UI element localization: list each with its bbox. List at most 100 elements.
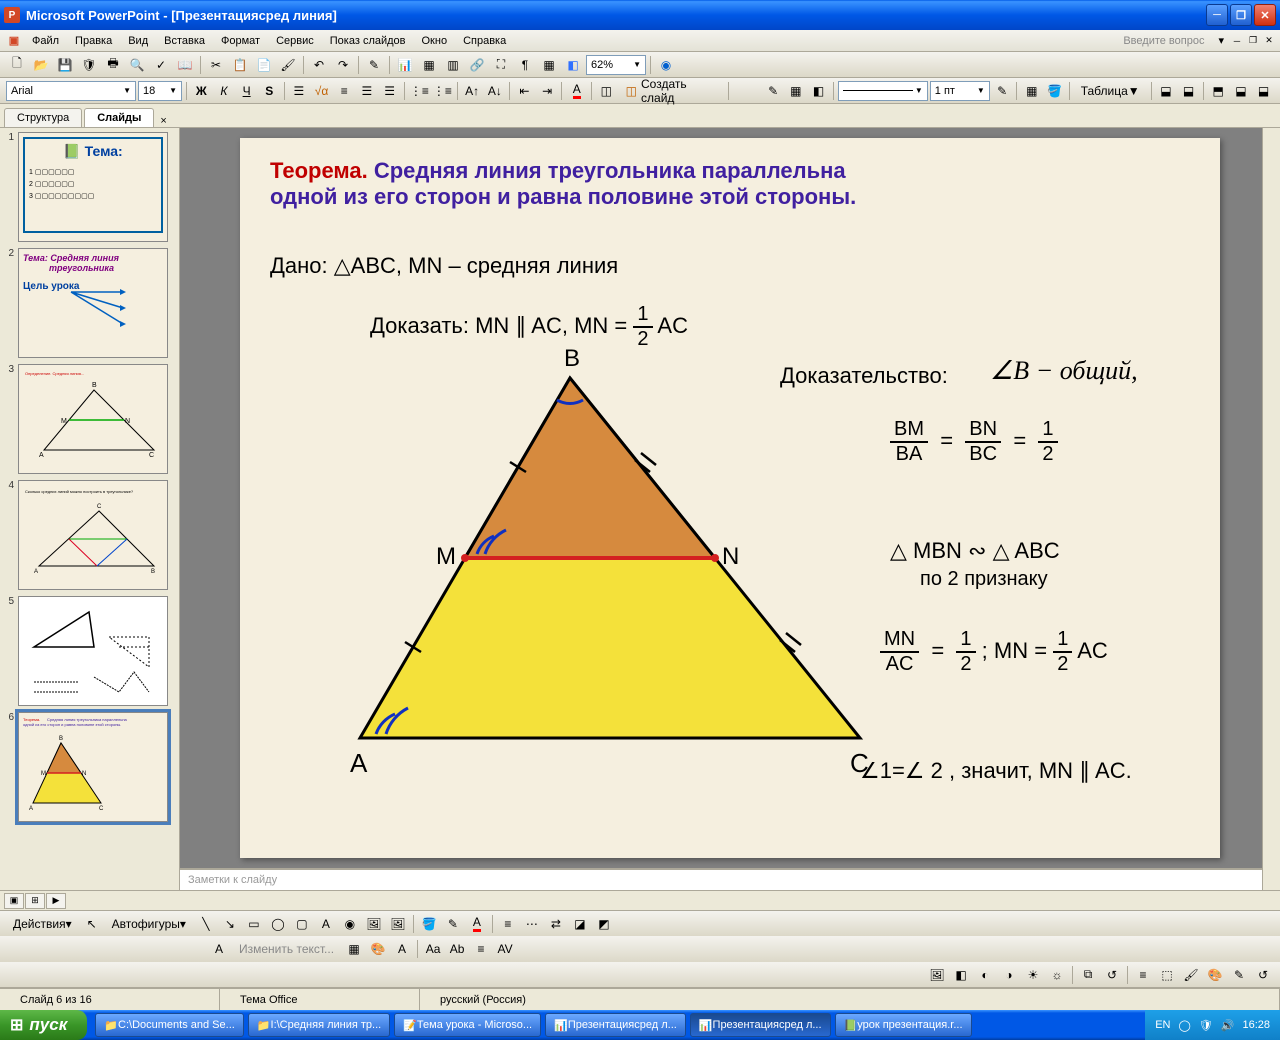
autoshapes-menu[interactable]: Автофигуры ▾	[105, 913, 193, 935]
preview-icon[interactable]: 🔍	[126, 54, 148, 76]
slideshow-view-icon[interactable]: ▶	[46, 893, 66, 909]
notes-pane[interactable]: Заметки к слайду	[180, 868, 1280, 890]
wordart-format-icon[interactable]: 🎨	[367, 938, 389, 960]
show-formatting-icon[interactable]: ¶	[514, 54, 536, 76]
format-picture-icon[interactable]: 🎨	[1204, 964, 1226, 986]
actions-menu[interactable]: Действия ▾	[6, 913, 79, 935]
tray-icon[interactable]: 🛡	[1199, 1019, 1213, 1032]
taskbar-item[interactable]: 📁 I:\Средняя линия тр...	[248, 1013, 390, 1037]
thumbnail-panel[interactable]: 1 📗 Тема: 1 ▢▢▢▢▢▢ 2 ▢▢▢▢▢▢ 3 ▢▢▢▢▢▢▢▢▢ …	[0, 128, 180, 890]
draw-table-icon[interactable]: ▦	[786, 80, 807, 102]
start-button[interactable]: пуск	[0, 1010, 87, 1040]
spell-icon[interactable]: ✓	[150, 54, 172, 76]
ink-icon[interactable]: ✎	[363, 54, 385, 76]
doc-close[interactable]: ✕	[1262, 34, 1276, 48]
current-slide[interactable]: Теорема. Средняя линия треугольника пара…	[240, 138, 1220, 858]
color-mode-icon[interactable]: ◧	[950, 964, 972, 986]
open-icon[interactable]: 📂	[30, 54, 52, 76]
format-painter-icon[interactable]: 🖌	[277, 54, 299, 76]
tables-borders-icon[interactable]: ▥	[442, 54, 464, 76]
arrow-icon[interactable]: ↘	[219, 913, 241, 935]
menu-insert[interactable]: Вставка	[156, 33, 213, 49]
new-icon[interactable]: 🗋	[6, 54, 28, 76]
slide-thumbnail-4[interactable]: Сколько средних линий можно построить в …	[18, 480, 168, 590]
redo-icon[interactable]: ↷	[332, 54, 354, 76]
slide-thumbnail-3[interactable]: Определение. Средняя линия...ACBMN	[18, 364, 168, 474]
taskbar-item[interactable]: 📊 Презентациясред л...	[545, 1013, 686, 1037]
slide-thumbnail-6[interactable]: Теорема.Средняя линия треугольника парал…	[18, 712, 168, 822]
recolor-icon[interactable]: 🖌	[1180, 964, 1202, 986]
border-style-combo[interactable]: ▼	[838, 81, 928, 101]
wordart-shape-icon[interactable]: A	[391, 938, 413, 960]
slide-viewport[interactable]: Теорема. Средняя линия треугольника пара…	[180, 128, 1280, 868]
edit-text-btn[interactable]: Изменить текст...	[232, 938, 341, 960]
slide-thumbnail-5[interactable]	[18, 596, 168, 706]
border-color-icon[interactable]: ✎	[992, 80, 1013, 102]
grid-icon[interactable]: ▦	[538, 54, 560, 76]
align-right-icon[interactable]: ☰	[357, 80, 378, 102]
menu-window[interactable]: Окно	[414, 33, 456, 49]
insert-picture-icon[interactable]: 🖼	[926, 964, 948, 986]
permission-icon[interactable]: 🛡	[78, 54, 100, 76]
menu-tools[interactable]: Сервис	[268, 33, 322, 49]
rotate-left-icon[interactable]: ↺	[1101, 964, 1123, 986]
bullets-icon[interactable]: ⋮≡	[432, 80, 453, 102]
select-icon[interactable]: ↖	[81, 913, 103, 935]
menu-file[interactable]: Файл	[24, 33, 67, 49]
diagram-icon[interactable]: ◉	[339, 913, 361, 935]
decrease-indent-icon[interactable]: ⇤	[514, 80, 535, 102]
rectangle-icon[interactable]: ▭	[243, 913, 265, 935]
system-tray[interactable]: EN ◯ 🛡 🔊 16:28	[1145, 1010, 1280, 1040]
color-icon[interactable]: ◧	[562, 54, 584, 76]
new-slide-btn[interactable]: ◫Создать слайд	[619, 80, 724, 102]
oval-icon[interactable]: ◯	[267, 913, 289, 935]
line-style-icon[interactable]: ≡	[497, 913, 519, 935]
tray-icon[interactable]: ◯	[1178, 1019, 1190, 1032]
transparent-icon[interactable]: ✎	[1228, 964, 1250, 986]
numbering-icon[interactable]: ⋮≡	[409, 80, 430, 102]
crop-icon[interactable]: ⧉	[1077, 964, 1099, 986]
close-panel-icon[interactable]: ×	[160, 115, 166, 127]
reset-picture-icon[interactable]: ↺	[1252, 964, 1274, 986]
font-color2-icon[interactable]: A	[466, 913, 488, 935]
fill-icon[interactable]: 🪣	[418, 913, 440, 935]
sorter-view-icon[interactable]: ⊞	[25, 893, 45, 909]
table-menu[interactable]: Таблица ▼	[1074, 80, 1147, 102]
arrow-style-icon[interactable]: ⇄	[545, 913, 567, 935]
shadow-style-icon[interactable]: ◪	[569, 913, 591, 935]
underline-icon[interactable]: Ч	[236, 80, 257, 102]
border-weight-combo[interactable]: 1 пт▼	[930, 81, 990, 101]
fill-color-icon[interactable]: 🪣	[1044, 80, 1065, 102]
compress-icon[interactable]: ⬚	[1156, 964, 1178, 986]
bold-icon[interactable]: Ж	[191, 80, 212, 102]
menu-help[interactable]: Справка	[455, 33, 514, 49]
borders-icon[interactable]: ▦	[1021, 80, 1042, 102]
font-combo[interactable]: Arial▼	[6, 81, 136, 101]
tray-lang[interactable]: EN	[1155, 1019, 1170, 1031]
taskbar-item[interactable]: 📝 Тема урока - Microso...	[394, 1013, 541, 1037]
tab-outline[interactable]: Структура	[4, 108, 82, 127]
minimize-button[interactable]: ─	[1206, 4, 1228, 26]
equation-icon[interactable]: √α	[311, 80, 332, 102]
align-center-icon[interactable]: ≡	[334, 80, 355, 102]
pen-icon[interactable]: ✎	[763, 80, 784, 102]
paste-icon[interactable]: 📄	[253, 54, 275, 76]
increase-indent-icon[interactable]: ⇥	[537, 80, 558, 102]
same-height-icon[interactable]: Aa	[422, 938, 444, 960]
italic-icon[interactable]: К	[214, 80, 235, 102]
design-icon[interactable]: ◫	[596, 80, 617, 102]
increase-font-icon[interactable]: A↑	[462, 80, 483, 102]
tray-clock[interactable]: 16:28	[1242, 1019, 1270, 1031]
hyperlink-icon[interactable]: 🔗	[466, 54, 488, 76]
expand-icon[interactable]: ⛶	[490, 54, 512, 76]
slide-thumbnail-1[interactable]: 📗 Тема: 1 ▢▢▢▢▢▢ 2 ▢▢▢▢▢▢ 3 ▢▢▢▢▢▢▢▢▢	[18, 132, 168, 242]
save-icon[interactable]: 💾	[54, 54, 76, 76]
menu-format[interactable]: Формат	[213, 33, 268, 49]
eraser-icon[interactable]: ◧	[808, 80, 829, 102]
less-bright-icon[interactable]: ☼	[1046, 964, 1068, 986]
table-icon[interactable]: ▦	[418, 54, 440, 76]
size-combo[interactable]: 18▼	[138, 81, 182, 101]
tab-slides[interactable]: Слайды	[84, 108, 154, 127]
shadow-icon[interactable]: S	[259, 80, 280, 102]
help-icon[interactable]: ◉	[655, 54, 677, 76]
